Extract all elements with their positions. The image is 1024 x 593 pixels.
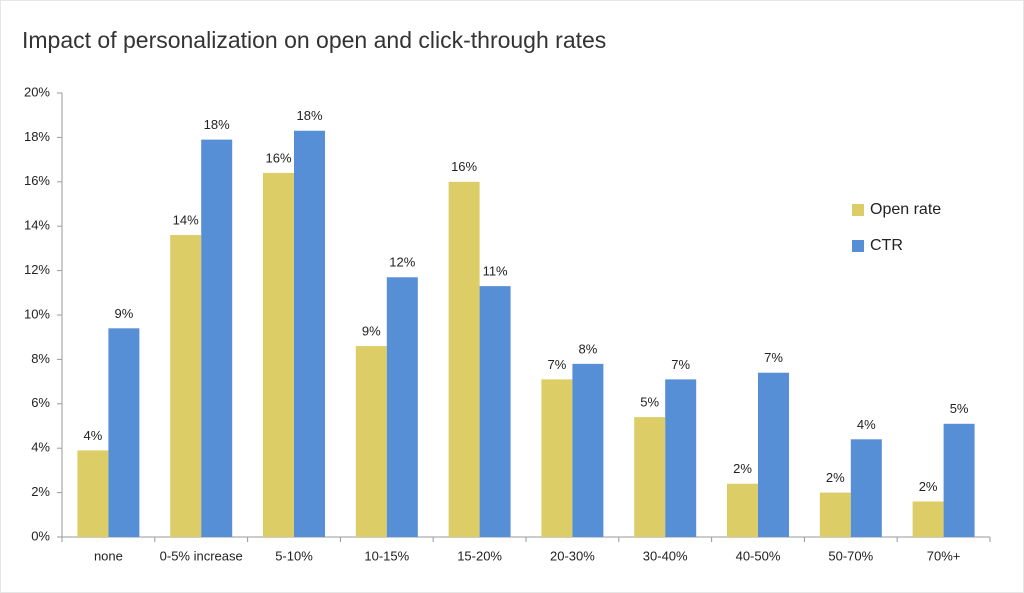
bar xyxy=(448,181,480,538)
bar xyxy=(294,130,325,538)
legend-swatch xyxy=(852,204,864,216)
value-label: 16% xyxy=(265,150,291,165)
value-label: 18% xyxy=(296,108,322,123)
y-tick-label: 12% xyxy=(24,262,50,277)
value-label: 12% xyxy=(389,255,415,270)
bar xyxy=(77,450,109,537)
chart-title: Impact of personalization on open and cl… xyxy=(22,27,606,53)
y-tick-label: 14% xyxy=(24,218,50,233)
bar xyxy=(479,286,511,537)
y-tick-label: 18% xyxy=(24,129,50,144)
value-label: 18% xyxy=(204,117,230,132)
y-tick-label: 20% xyxy=(24,84,50,99)
y-tick-label: 10% xyxy=(24,306,50,321)
bar xyxy=(819,492,851,537)
bar xyxy=(572,363,604,537)
y-tick-label: 8% xyxy=(31,351,50,366)
value-label: 16% xyxy=(451,159,477,174)
bar xyxy=(386,277,418,537)
bar xyxy=(758,372,789,537)
value-label: 4% xyxy=(84,428,103,443)
bar xyxy=(355,346,387,537)
x-tick-label: 15-20% xyxy=(457,548,502,563)
bar xyxy=(541,379,573,537)
legend-label: Open rate xyxy=(870,201,941,218)
x-tick-label: 50-70% xyxy=(828,548,873,563)
bar xyxy=(665,379,697,537)
y-tick-label: 6% xyxy=(31,395,50,410)
x-tick-label: 70%+ xyxy=(927,548,961,563)
bar xyxy=(170,235,202,537)
value-label: 7% xyxy=(548,357,567,372)
bar xyxy=(912,501,944,537)
value-label: 7% xyxy=(671,357,690,372)
legend-label: CTR xyxy=(870,237,903,254)
bar xyxy=(108,328,140,537)
x-tick-label: 30-40% xyxy=(643,548,688,563)
value-label: 7% xyxy=(764,350,783,365)
value-label: 9% xyxy=(362,324,381,339)
x-tick-label: 20-30% xyxy=(550,548,595,563)
value-label: 5% xyxy=(950,401,969,416)
value-label: 2% xyxy=(826,470,845,485)
y-tick-label: 4% xyxy=(31,440,50,455)
x-tick-label: 5-10% xyxy=(275,548,313,563)
value-label: 2% xyxy=(733,461,752,476)
value-label: 11% xyxy=(483,264,508,279)
y-tick-label: 0% xyxy=(31,528,50,543)
bar xyxy=(727,483,758,537)
value-label: 2% xyxy=(919,479,938,494)
bar xyxy=(201,139,233,537)
y-tick-label: 16% xyxy=(24,173,50,188)
y-tick-label: 2% xyxy=(31,484,50,499)
x-tick-label: 40-50% xyxy=(736,548,781,563)
x-tick-label: 10-15% xyxy=(364,548,409,563)
bar xyxy=(634,417,666,537)
legend-swatch xyxy=(852,240,864,252)
value-label: 5% xyxy=(640,395,659,410)
bar xyxy=(943,423,975,537)
value-label: 4% xyxy=(857,417,876,432)
bar xyxy=(263,172,294,538)
bar xyxy=(850,439,882,537)
value-label: 9% xyxy=(115,306,134,321)
value-label: 14% xyxy=(173,213,199,228)
x-tick-label: 0-5% increase xyxy=(160,548,243,563)
value-label: 8% xyxy=(579,341,598,356)
x-tick-label: none xyxy=(94,548,123,563)
